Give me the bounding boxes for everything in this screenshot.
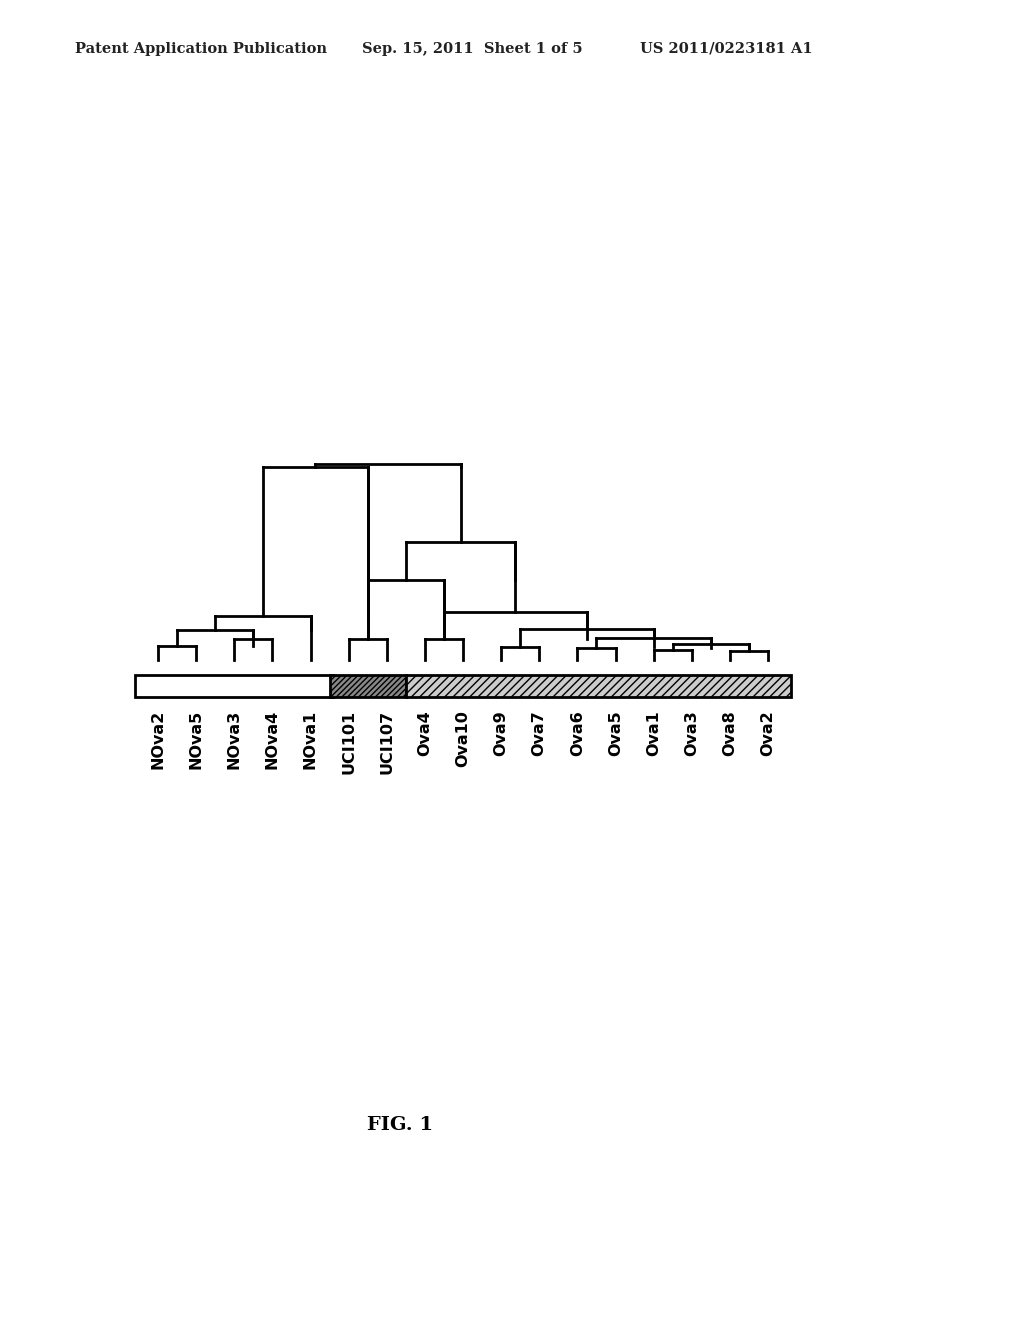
Text: NOva2: NOva2 [151, 710, 166, 770]
Text: UCI101: UCI101 [341, 710, 356, 774]
Text: Ova8: Ova8 [722, 710, 737, 756]
Text: Sep. 15, 2011  Sheet 1 of 5: Sep. 15, 2011 Sheet 1 of 5 [362, 42, 583, 55]
Bar [330, 675, 406, 697]
Text: US 2011/0223181 A1: US 2011/0223181 A1 [640, 42, 813, 55]
Text: Ova4: Ova4 [418, 710, 432, 756]
Text: Ova6: Ova6 [570, 710, 585, 756]
Text: Patent Application Publication: Patent Application Publication [75, 42, 327, 55]
Text: NOva1: NOva1 [303, 710, 318, 770]
Text: Ova1: Ova1 [646, 710, 662, 756]
Text: FIG. 1: FIG. 1 [367, 1115, 433, 1134]
Text: Ova5: Ova5 [608, 710, 623, 756]
Text: UCI107: UCI107 [379, 710, 394, 774]
Text: Ova9: Ova9 [494, 710, 509, 756]
Text: Ova10: Ova10 [456, 710, 470, 767]
Text: NOva4: NOva4 [265, 710, 280, 770]
Bar [406, 675, 791, 697]
Text: Ova2: Ova2 [761, 710, 775, 756]
Text: NOva5: NOva5 [188, 710, 204, 770]
Bar [135, 675, 334, 697]
Text: Ova7: Ova7 [531, 710, 547, 756]
Text: NOva3: NOva3 [226, 710, 242, 770]
Text: Ova3: Ova3 [684, 710, 699, 756]
